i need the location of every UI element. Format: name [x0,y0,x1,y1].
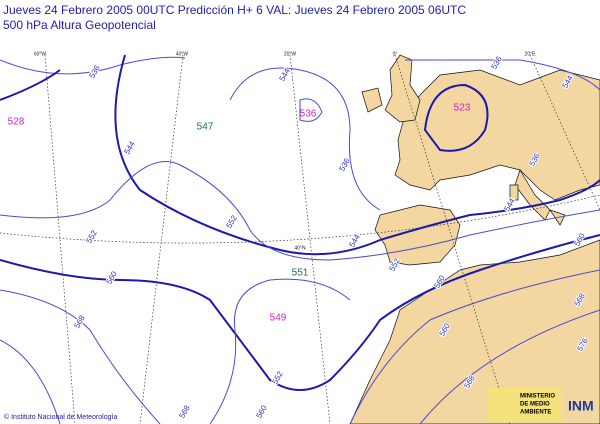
ministry-logo [488,388,562,422]
contours [0,54,600,424]
graticule-label: 40°N [294,245,306,251]
header-line: 500 hPa Altura Geopotencial [3,18,156,32]
header-line: Jueves 24 Febrero 2005 00UTC Predicción … [3,3,466,17]
graticule-label: 40°W [176,51,189,57]
ministry-text: DE MEDIO [520,402,550,408]
graticule-label: 20°W [284,51,297,57]
credit: © Instituto Nacional de Meteorología [4,413,117,421]
ministry-text: MINISTERIO [520,394,555,400]
land [349,54,600,424]
graticule-label: 0° [393,51,398,57]
center-label: 528 [8,117,25,128]
center-label: 547 [197,122,214,133]
ministry-text: AMBIENTE [520,410,551,416]
inm-logo: INM [568,398,594,414]
graticule-label: 20°E [525,51,537,57]
graticule-label: 60°W [34,51,47,57]
center-label: 551 [292,268,309,279]
center-label: 523 [454,103,471,114]
center-label: 549 [270,313,287,324]
center-label: 536 [300,109,317,120]
